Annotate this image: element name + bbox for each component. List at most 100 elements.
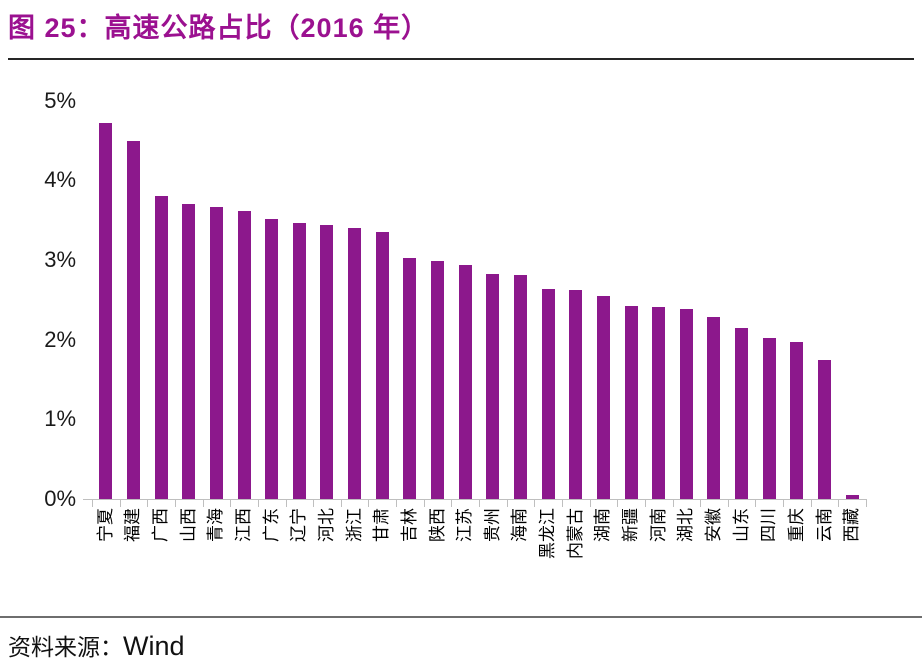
bar-云南 — [818, 360, 831, 499]
bar-湖南 — [597, 296, 610, 499]
x-axis-tick — [203, 500, 204, 507]
x-axis-tick — [120, 500, 121, 507]
x-axis-tick — [286, 500, 287, 507]
bar-宁夏 — [99, 123, 112, 499]
bar-广西 — [155, 196, 168, 499]
bar-青海 — [210, 207, 223, 499]
x-axis-tick — [175, 500, 176, 507]
x-axis-label: 安徽 — [703, 508, 723, 542]
bar-江西 — [238, 211, 251, 499]
bar-山西 — [182, 204, 195, 499]
x-axis-label: 新疆 — [621, 508, 641, 542]
x-axis-label: 重庆 — [786, 508, 806, 542]
x-axis-label: 青海 — [206, 508, 226, 542]
x-axis-tick — [728, 500, 729, 507]
bar-浙江 — [348, 228, 361, 499]
chart-title: 图 25：高速公路占比（2016 年） — [8, 13, 430, 43]
x-axis-label: 福建 — [123, 508, 143, 542]
x-axis-label: 海南 — [510, 508, 530, 542]
bar-海南 — [514, 275, 527, 499]
bar-河南 — [652, 307, 665, 499]
bar-辽宁 — [293, 223, 306, 499]
source-label: 资料来源： — [8, 635, 123, 660]
y-axis-label: 5% — [44, 87, 76, 113]
x-axis-tick — [147, 500, 148, 507]
x-axis-label: 辽宁 — [289, 508, 309, 542]
x-axis-label: 四川 — [759, 508, 779, 542]
source-line: 资料来源：Wind — [8, 628, 185, 662]
bar-内蒙古 — [569, 290, 582, 499]
bar-江苏 — [459, 265, 472, 499]
x-axis-label: 宁夏 — [95, 508, 115, 542]
bar-河北 — [320, 225, 333, 499]
y-axis-label: 3% — [44, 247, 76, 273]
x-axis-tick — [866, 500, 867, 507]
bar-贵州 — [486, 274, 499, 499]
x-axis-label: 江苏 — [455, 508, 475, 542]
bar-西藏 — [846, 495, 859, 499]
x-axis-tick — [424, 500, 425, 507]
bar-湖北 — [680, 309, 693, 499]
x-axis-tick — [562, 500, 563, 507]
x-axis-label: 浙江 — [344, 508, 364, 542]
x-axis-label: 贵州 — [482, 508, 502, 542]
x-axis-tick — [341, 500, 342, 507]
x-axis-tick — [811, 500, 812, 507]
y-axis-label: 4% — [44, 167, 76, 193]
x-axis-label: 西藏 — [842, 508, 862, 542]
bar-山东 — [735, 328, 748, 499]
x-axis-tick — [507, 500, 508, 507]
x-axis-tick — [396, 500, 397, 507]
x-axis-label: 广东 — [261, 508, 281, 542]
x-axis-label: 湖北 — [676, 508, 696, 542]
x-axis-label: 甘肃 — [372, 508, 392, 542]
x-axis-tick — [700, 500, 701, 507]
x-axis-label: 江西 — [234, 508, 254, 542]
x-axis-line — [83, 499, 867, 500]
bar-重庆 — [790, 342, 803, 499]
title-divider — [8, 58, 914, 60]
x-axis-label: 河南 — [648, 508, 668, 542]
x-axis-tick — [258, 500, 259, 507]
x-axis-label: 云南 — [814, 508, 834, 542]
source-divider — [0, 616, 922, 618]
bar-黑龙江 — [542, 289, 555, 499]
x-axis-label: 广西 — [151, 508, 171, 542]
x-axis-tick — [313, 500, 314, 507]
y-axis-label: 2% — [44, 326, 76, 352]
x-axis-tick — [534, 500, 535, 507]
bar-广东 — [265, 219, 278, 499]
bar-吉林 — [403, 258, 416, 499]
x-axis-tick — [838, 500, 839, 507]
x-axis-label: 山西 — [178, 508, 198, 542]
x-axis-tick — [590, 500, 591, 507]
x-axis-tick — [451, 500, 452, 507]
x-axis-label: 河北 — [316, 508, 336, 542]
x-axis-label: 陕西 — [427, 508, 447, 542]
y-axis-label: 1% — [44, 406, 76, 432]
source-value: Wind — [123, 631, 185, 661]
x-axis-tick — [755, 500, 756, 507]
x-axis-label: 湖南 — [593, 508, 613, 542]
x-axis-tick — [783, 500, 784, 507]
x-axis-tick — [230, 500, 231, 507]
x-axis-tick — [617, 500, 618, 507]
x-axis-label: 内蒙古 — [565, 508, 585, 559]
y-axis-label: 0% — [44, 486, 76, 511]
x-axis-tick — [645, 500, 646, 507]
bar-新疆 — [625, 306, 638, 499]
bar-福建 — [127, 141, 140, 499]
bar-四川 — [763, 338, 776, 499]
x-axis-tick — [368, 500, 369, 507]
x-axis-label: 山东 — [731, 508, 751, 542]
bar-甘肃 — [376, 232, 389, 499]
bar-安徽 — [707, 317, 720, 499]
x-axis-label: 吉林 — [399, 508, 419, 542]
x-axis-tick — [673, 500, 674, 507]
bar-陕西 — [431, 261, 444, 499]
x-axis-tick — [92, 500, 93, 507]
x-axis-label: 黑龙江 — [538, 508, 558, 559]
bar-chart-plot-area: 5% 4% 3% 2% 1% 0% 宁夏 福建 广西 山西 青海 江西 广东 辽宁 河北 浙江 甘肃 吉林 陕西 江苏… — [44, 87, 867, 559]
x-axis-tick — [479, 500, 480, 507]
